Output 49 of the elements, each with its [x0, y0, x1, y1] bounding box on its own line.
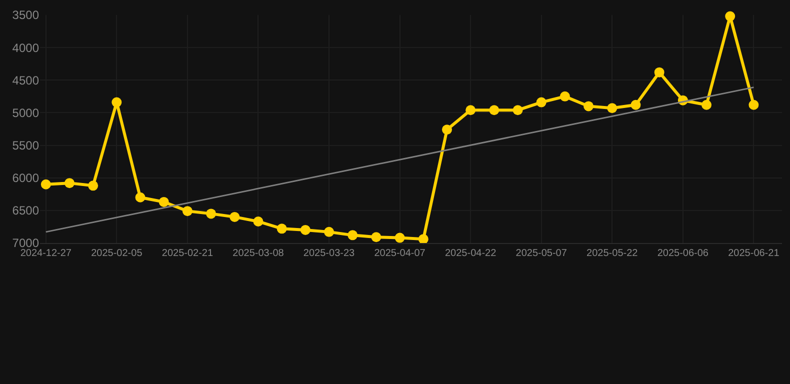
y-tick-label: 6500	[12, 204, 40, 218]
point	[654, 67, 664, 78]
y-tick-label: 4000	[12, 40, 40, 55]
point	[512, 105, 523, 116]
point	[560, 91, 570, 102]
point	[276, 224, 287, 234]
y-tick-label: 4500	[12, 73, 40, 88]
point	[348, 230, 358, 240]
point	[324, 226, 334, 237]
point	[371, 232, 382, 242]
point	[253, 216, 264, 226]
point	[418, 234, 428, 244]
point	[300, 224, 310, 235]
point	[536, 97, 546, 108]
point	[230, 212, 240, 222]
x-tick-label: 2025-06-06	[657, 248, 709, 259]
point	[466, 105, 476, 116]
point	[489, 105, 500, 116]
point	[702, 100, 712, 110]
x-tick-label: 2025-05-22	[586, 248, 638, 259]
point	[40, 179, 51, 190]
point	[607, 103, 618, 114]
point	[158, 196, 169, 207]
x-tick-label: 2024-12-27	[20, 248, 72, 259]
point	[725, 11, 736, 22]
point	[206, 208, 216, 219]
y-tick-label: 6000	[12, 171, 40, 186]
point	[88, 180, 98, 191]
y-tick-label: 7000	[12, 236, 40, 250]
x-tick-label: 2025-04-07	[374, 248, 426, 259]
point	[112, 97, 122, 108]
point	[748, 100, 759, 110]
x-tick-label: 2025-02-21	[162, 248, 214, 259]
x-tick-label: 2025-05-07	[516, 248, 568, 259]
point	[630, 100, 641, 110]
y-tick-label: 5500	[12, 138, 40, 152]
point	[442, 124, 452, 135]
x-tick-label: 2025-04-22	[444, 248, 497, 259]
y-tick-label: 5000	[12, 106, 40, 120]
point	[182, 206, 192, 216]
point	[64, 178, 74, 188]
x-tick-label: 2025-02-05	[91, 248, 143, 259]
y-tick-label: 3500	[12, 8, 40, 22]
point	[135, 192, 146, 202]
point	[584, 101, 594, 112]
x-tick-label: 2025-03-23	[303, 248, 356, 259]
x-tick-label: 2025-06-21	[728, 248, 780, 259]
point	[394, 232, 405, 243]
x-tick-label: 2025-03-08	[232, 248, 284, 259]
